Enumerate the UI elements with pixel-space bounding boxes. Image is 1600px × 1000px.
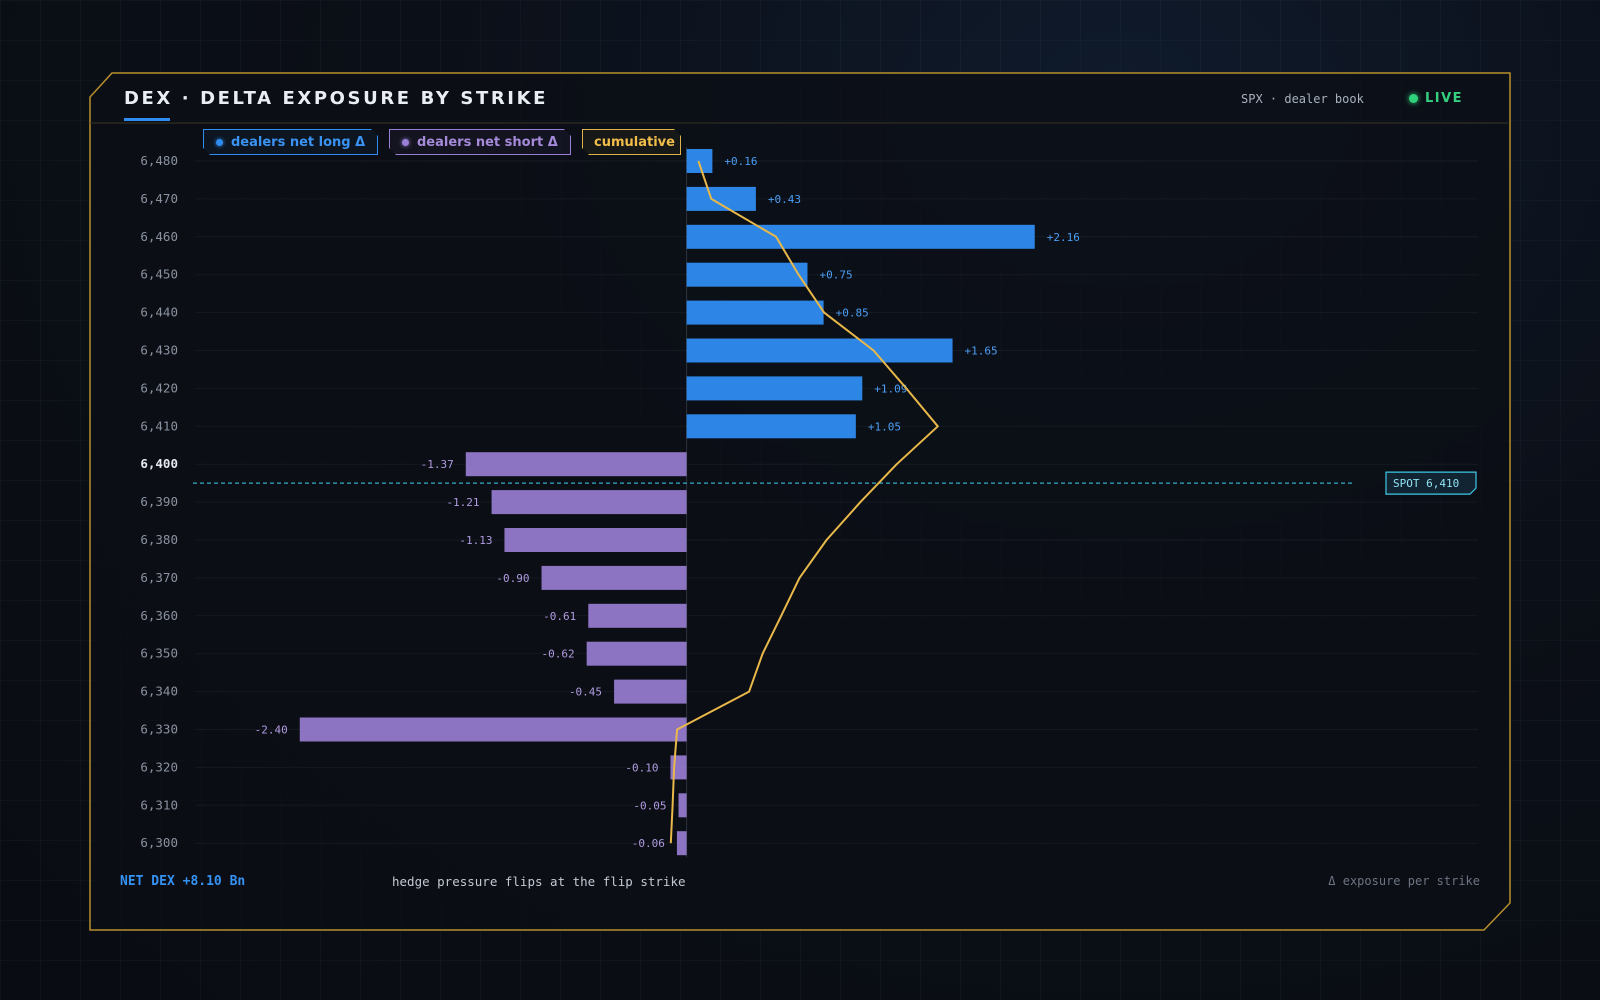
bar [686, 414, 856, 439]
y-tick-label: 6,400 [140, 456, 178, 471]
bar [299, 717, 687, 742]
y-tick-label: 6,310 [140, 797, 178, 812]
bar-value-label: -0.90 [496, 572, 529, 585]
y-tick-label: 6,370 [140, 570, 178, 585]
legend-short-label: dealers net short Δ [417, 134, 558, 150]
bar-value-label: +0.43 [768, 193, 801, 206]
y-tick-label: 6,320 [140, 759, 178, 774]
bar-value-label: -0.61 [543, 610, 576, 623]
panel-title: DEX · DELTA EXPOSURE BY STRIKE [124, 88, 549, 109]
live-status-label: LIVE [1425, 91, 1464, 106]
bar [614, 679, 687, 704]
y-tick-label: 6,390 [140, 494, 178, 509]
title-underline [124, 118, 170, 121]
bar-value-label: -1.37 [421, 458, 454, 471]
bar-value-label: -1.21 [446, 496, 479, 509]
bar-value-label: +0.75 [819, 269, 852, 282]
bar-value-label: -0.10 [625, 761, 658, 774]
legend-short-dot [402, 139, 409, 146]
bar [588, 603, 687, 628]
y-tick-label: 6,340 [140, 684, 178, 699]
spot-badge [1385, 471, 1477, 495]
bar [686, 338, 953, 363]
bar-value-label: +0.85 [836, 307, 869, 320]
bar-value-label: +1.09 [874, 382, 907, 395]
bar [686, 186, 756, 211]
y-tick-label: 6,440 [140, 305, 178, 320]
bar-value-label: -0.45 [569, 686, 602, 699]
y-tick-label: 6,420 [140, 380, 178, 395]
legend-cumulative-toggle[interactable]: cumulative [582, 129, 681, 155]
legend-cumulative-label: cumulative [594, 134, 675, 150]
y-tick-label: 6,410 [140, 418, 178, 433]
bar [686, 224, 1035, 249]
y-tick-label: 6,430 [140, 343, 178, 358]
bar [541, 565, 687, 590]
spot-label: SPOT 6,410 [1393, 477, 1459, 490]
y-tick-label: 6,330 [140, 722, 178, 737]
panel-subtitle: SPX · dealer book [1241, 92, 1364, 106]
y-tick-label: 6,360 [140, 608, 178, 623]
axis-note: Δ exposure per strike [1328, 874, 1480, 888]
bar [686, 300, 824, 325]
footer-note: hedge pressure flips at the flip strike [392, 874, 686, 889]
bar [678, 793, 687, 818]
y-tick-label: 6,470 [140, 191, 178, 206]
legend-long-dot [216, 139, 223, 146]
bar-value-label: -0.05 [633, 799, 666, 812]
bar [491, 490, 687, 515]
bar-value-label: -0.06 [632, 837, 665, 850]
y-tick-label: 6,300 [140, 835, 178, 850]
legend-long-toggle[interactable]: dealers net long Δ [203, 129, 378, 155]
net-dex-readout: NET DEX +8.10 Bn [120, 874, 246, 889]
bar-value-label: +0.16 [724, 155, 757, 168]
bar [586, 641, 687, 666]
y-tick-label: 6,350 [140, 646, 178, 661]
bar-value-label: -0.62 [542, 648, 575, 661]
y-tick-label: 6,480 [140, 153, 178, 168]
legend-long-label: dealers net long Δ [231, 134, 366, 150]
bar-value-label: +1.05 [868, 420, 901, 433]
bar [686, 149, 713, 173]
bar-value-label: -2.40 [255, 724, 288, 737]
bar-value-label: +1.65 [965, 345, 998, 358]
y-tick-label: 6,460 [140, 229, 178, 244]
live-status-dot [1409, 94, 1418, 103]
bar [676, 831, 687, 856]
legend-short-toggle[interactable]: dealers net short Δ [389, 129, 571, 155]
y-tick-label: 6,450 [140, 267, 178, 282]
bar-value-label: -1.13 [459, 534, 492, 547]
bar [686, 376, 863, 401]
bar-value-label: +2.16 [1047, 231, 1080, 244]
bar [465, 452, 687, 477]
bar [686, 262, 808, 287]
bar [504, 528, 687, 552]
y-tick-label: 6,380 [140, 532, 178, 547]
cumulative-line [669, 160, 939, 844]
